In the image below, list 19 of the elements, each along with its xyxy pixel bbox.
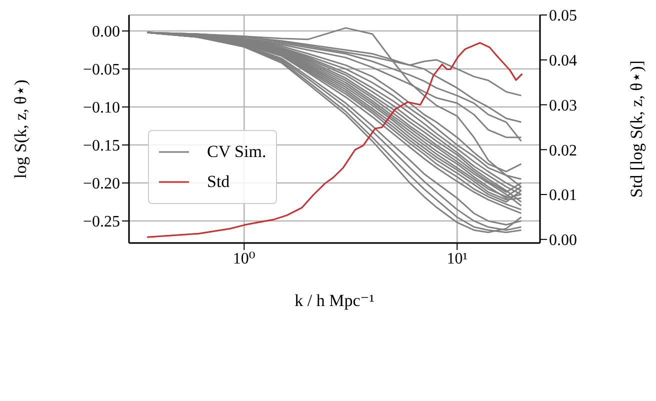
- y-tick-label: −0.10: [82, 100, 120, 117]
- y2-tick-label: 0.03: [549, 97, 577, 114]
- y-axis-title: log S(k, z, θ⋆): [11, 80, 30, 178]
- y2-tick-label: 0.00: [549, 232, 577, 250]
- legend-label: Std: [207, 172, 230, 192]
- y-tick-label: −0.15: [82, 138, 120, 155]
- y-tick-label: −0.05: [82, 62, 120, 79]
- x-axis-title: k / h Mpc⁻¹: [294, 291, 374, 310]
- y2-tick-label: 0.04: [549, 52, 577, 70]
- y-tick-label: −0.25: [82, 214, 120, 231]
- x-tick-label: 10¹: [446, 250, 468, 268]
- y-tick-label: 0.00: [92, 24, 120, 41]
- y2-tick-label: 0.05: [549, 8, 577, 25]
- legend-label: CV Sim.: [207, 142, 266, 162]
- y2-axis-title: Std [log S(k, z, θ⋆)]: [627, 60, 646, 198]
- y-tick-label: −0.20: [82, 176, 120, 193]
- x-tick-label: 10⁰: [232, 250, 256, 268]
- y2-tick-label: 0.01: [549, 187, 577, 204]
- y2-tick-label: 0.02: [549, 142, 577, 160]
